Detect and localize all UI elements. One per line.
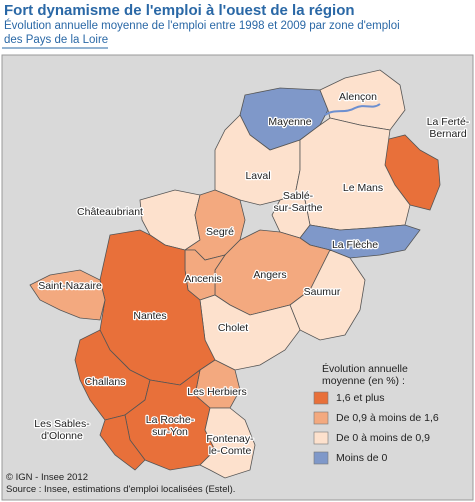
zone-label: le-Comte <box>209 445 252 457</box>
zone-label: sur-Sarthe <box>273 202 322 214</box>
legend-label: Moins de 0 <box>336 452 388 464</box>
legend-swatch <box>313 391 329 405</box>
zone-label: Nantes <box>133 310 166 322</box>
labels: Mayenne Alençon La Ferté-Bernard Laval Le Ma… <box>33 90 471 459</box>
legend-label: De 0,9 à moins de 1,6 <box>336 412 439 424</box>
zone-label: Angers <box>253 269 286 281</box>
legend-swatch <box>313 411 329 425</box>
zone <box>29 269 106 321</box>
legend-title: moyenne (en %) : <box>322 375 405 387</box>
zone-label: Sablé- <box>283 190 314 202</box>
footer: Source : Insee, estimations d'emploi loc… <box>6 484 235 495</box>
legend-swatch <box>313 431 329 445</box>
zone-label: Mayenne <box>268 116 311 128</box>
zone-label: Châteaubriant <box>77 206 143 218</box>
legend-swatch <box>313 451 329 465</box>
zone-label: sur-Yon <box>152 426 188 438</box>
zone-label: Laval <box>245 170 270 182</box>
zone-label: d'Olonne <box>41 430 83 442</box>
title: Fort dynamisme de l'emploi à l'ouest de … <box>4 2 355 19</box>
zone-label: Cholet <box>218 322 248 334</box>
zones <box>29 69 441 479</box>
legend-label: 1,6 et plus <box>336 392 384 404</box>
zone-label: La Roche- <box>146 414 195 426</box>
subtitle: des Pays de la Loire <box>4 34 108 46</box>
zone-label: Segré <box>206 226 234 238</box>
zone-label: Saint-Nazaire <box>38 280 102 292</box>
zone <box>99 414 146 471</box>
footer: © IGN - Insee 2012 <box>6 472 88 483</box>
zone-label: Saumur <box>304 286 341 298</box>
zone-label: Challans <box>85 376 126 388</box>
zone-label: Les Sables- <box>34 418 90 430</box>
legend-label: De 0 à moins de 0,9 <box>336 432 430 444</box>
zone-label: Fontenay- <box>206 433 254 445</box>
legend: 1,6 et plus De 0,9 à moins de 1,6 De 0 à m… <box>313 391 439 465</box>
zone-label: Le Mans <box>343 182 383 194</box>
legend-title: Évolution annuelle <box>322 362 408 375</box>
river <box>324 103 381 116</box>
zone-label: La Flèche <box>332 239 378 251</box>
zone-label: Alençon <box>339 91 377 103</box>
zone-label: La Ferté- <box>427 116 470 128</box>
zone-label: Ancenis <box>184 273 221 285</box>
legend-box <box>305 362 467 472</box>
zone-label: Les Herbiers <box>187 386 247 398</box>
zone-label: Bernard <box>429 128 467 140</box>
zone <box>199 407 256 479</box>
zone <box>289 249 366 341</box>
subtitle: Évolution annuelle moyenne de l'emploi e… <box>4 19 400 32</box>
